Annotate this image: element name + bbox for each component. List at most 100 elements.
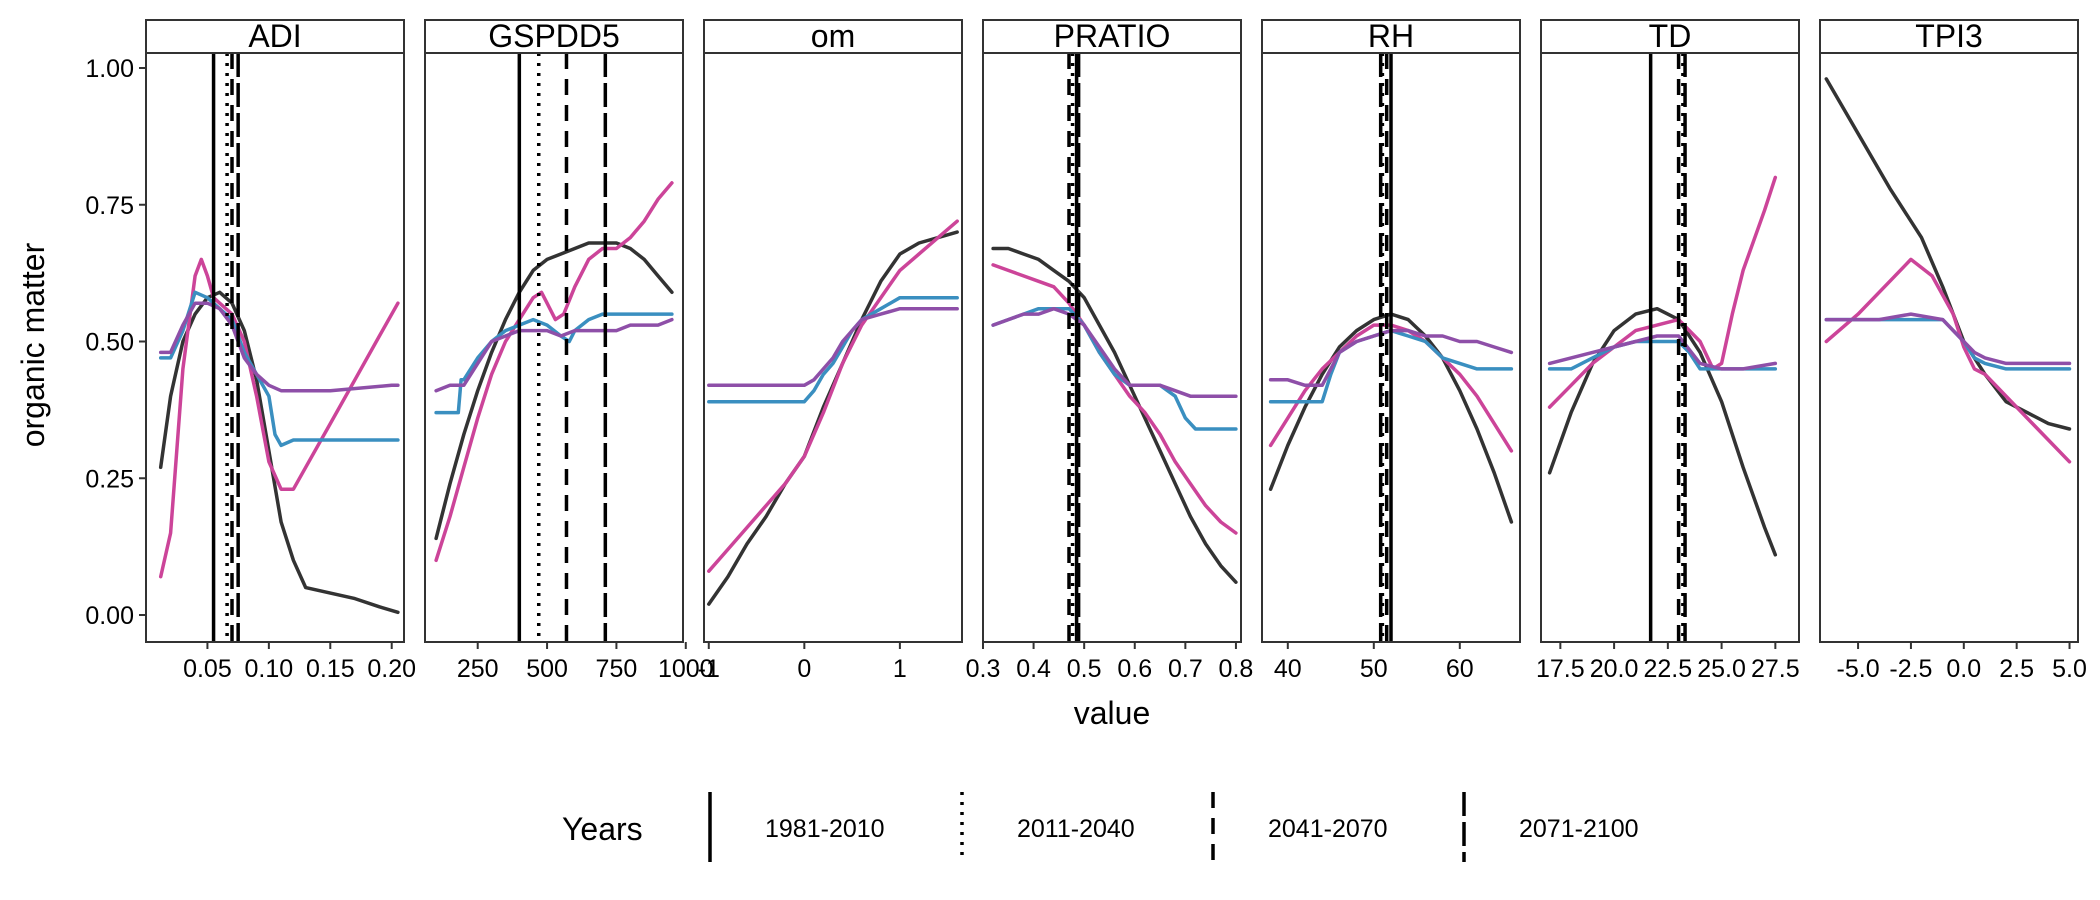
x-axis-title: value: [1074, 695, 1151, 731]
x-tick-label: -5.0: [1837, 655, 1880, 683]
legend-label: 1981-2010: [765, 815, 885, 843]
y-tick-label: 0.50: [85, 329, 134, 357]
facet-strip: [145, 19, 405, 54]
series-line: [1824, 257, 2072, 464]
series-line: [434, 312, 674, 415]
panel-border: [424, 52, 684, 643]
series-line: [707, 295, 959, 404]
panel-border: [145, 52, 405, 643]
x-tick-label: 0.10: [245, 655, 294, 683]
y-axis: 0.00 0.25 0.50 0.75 1.00: [85, 55, 146, 630]
facet-strip-label: ADI: [248, 18, 301, 54]
x-tick-label: -1: [698, 655, 720, 683]
series-line: [707, 219, 959, 573]
facet-strip: [1819, 19, 2079, 54]
x-tick-label: 22.5: [1644, 655, 1693, 683]
series-line: [991, 246, 1238, 584]
x-tick-label: 50: [1360, 655, 1388, 683]
x-tick-label: 25.0: [1697, 655, 1746, 683]
series-line: [991, 306, 1238, 431]
panel-border: [1819, 52, 2079, 643]
x-tick-label: 1000: [658, 655, 714, 683]
panel-data: [1268, 53, 1514, 642]
panel-border: [982, 52, 1242, 643]
x-tick-label: 0.8: [1219, 655, 1254, 683]
y-tick-label: 0.75: [85, 192, 134, 220]
y-tick-label: 0.00: [85, 602, 134, 630]
panel-data: [707, 219, 959, 606]
legend-label: 2011-2040: [1017, 815, 1135, 843]
x-tick-label: 5.0: [2052, 655, 2087, 683]
x-tick-label: 0.5: [1067, 655, 1102, 683]
x-tick-label: 500: [526, 655, 568, 683]
x-tick-label: 0.15: [306, 655, 355, 683]
series-line: [991, 306, 1238, 398]
x-tick-label: 20.0: [1590, 655, 1639, 683]
series-line: [158, 301, 400, 393]
x-tick-label: 0.7: [1168, 655, 1203, 683]
x-tick-label: -2.5: [1889, 655, 1932, 683]
legend-label: 2041-2070: [1268, 815, 1388, 843]
x-tick-label: 0: [797, 655, 811, 683]
series-line: [1824, 312, 2072, 366]
panel-border: [1540, 52, 1800, 643]
panel-data: [434, 53, 674, 642]
x-tick-label: 0.4: [1016, 655, 1051, 683]
series-line: [1547, 334, 1778, 371]
panel-border: [703, 52, 963, 643]
panel-data: [1547, 53, 1778, 642]
series-line: [707, 230, 959, 606]
legend: Years 1981-2010 2011-2040 2041-2070 2071-21…: [562, 792, 1639, 862]
legend-title: Years: [562, 811, 643, 847]
y-tick-label: 1.00: [85, 55, 134, 83]
series-line: [434, 181, 674, 563]
x-tick-label: 0.05: [183, 655, 232, 683]
panel-tpi3: TPI3 -5.0 -2.5 0.0 2.5 5.0: [1819, 18, 2087, 683]
panel-gspdd5: GSPDD5 250 500 750 1000: [424, 18, 714, 683]
facet-strip-label: GSPDD5: [488, 18, 620, 54]
series-line: [991, 263, 1238, 535]
x-tick-label: 750: [596, 655, 638, 683]
panel-pratio: PRATIO 0.3 0.4 0.5 0.6 0.7 0.8: [966, 18, 1254, 683]
x-tick-label: 0.0: [1946, 655, 1981, 683]
series-line: [1547, 175, 1778, 409]
panel-data: [158, 53, 400, 642]
facet-strip: [982, 19, 1242, 54]
facet-strip: [1261, 19, 1521, 54]
legend-label: 2071-2100: [1519, 815, 1639, 843]
series-line: [434, 241, 674, 541]
facet-strip-label: TPI3: [1915, 18, 1983, 54]
facet-strip-label: RH: [1368, 18, 1414, 54]
x-tick-label: 27.5: [1751, 655, 1800, 683]
facet-strip: [703, 19, 963, 54]
panel-td: TD 17.5 20.0 22.5 25.0 27.5: [1536, 18, 1800, 683]
y-axis-title: organic matter: [15, 242, 51, 447]
series-line: [434, 317, 674, 393]
x-tick-label: 17.5: [1536, 655, 1585, 683]
series-line: [158, 257, 400, 579]
panel-rh: RH 40 50 60: [1261, 18, 1521, 683]
series-line: [707, 306, 959, 388]
series-line: [158, 290, 400, 615]
series-line: [1824, 77, 2072, 431]
x-tick-label: 0.3: [966, 655, 1001, 683]
y-tick-label: 0.25: [85, 465, 134, 493]
facet-strip: [424, 19, 684, 54]
x-tick-label: 2.5: [1999, 655, 2034, 683]
panel-border: [1261, 52, 1521, 643]
facet-strip-label: om: [811, 18, 855, 54]
x-tick-label: 250: [457, 655, 499, 683]
x-tick-label: 0.20: [367, 655, 416, 683]
x-tick-label: 60: [1446, 655, 1474, 683]
series-line: [1547, 306, 1778, 557]
series-line: [1547, 339, 1778, 371]
x-tick-label: 40: [1274, 655, 1302, 683]
panel-om: om -1 0 1: [698, 18, 963, 683]
panel-adi: ADI 0.05 0.10 0.15 0.20: [145, 18, 416, 683]
x-tick-label: 0.6: [1117, 655, 1152, 683]
panel-data: [1824, 77, 2072, 464]
facet-strip: [1540, 19, 1800, 54]
facet-strip-label: PRATIO: [1054, 18, 1171, 54]
